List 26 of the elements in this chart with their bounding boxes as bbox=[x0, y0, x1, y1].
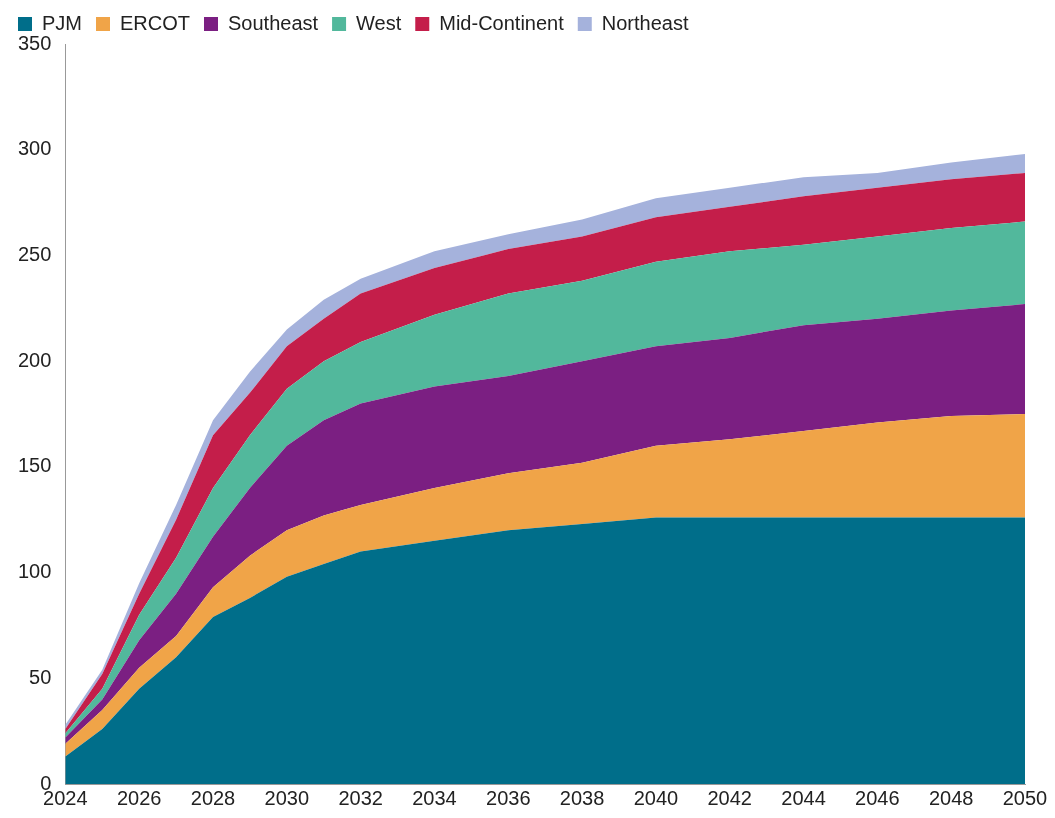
x-tick-label: 2042 bbox=[707, 786, 752, 809]
x-tick-label: 2030 bbox=[264, 786, 310, 809]
y-tick-label: 200 bbox=[17, 348, 52, 371]
y-tick-label: 350 bbox=[17, 31, 52, 54]
x-tick-label: 2026 bbox=[116, 786, 162, 809]
x-tick-label: 2036 bbox=[486, 786, 531, 809]
legend-label: Northeast bbox=[601, 11, 689, 34]
x-tick-label: 2048 bbox=[928, 786, 974, 809]
y-tick-label: 300 bbox=[17, 137, 52, 160]
legend-label: Southeast bbox=[228, 11, 319, 34]
legend-label: West bbox=[356, 11, 402, 34]
x-tick-label: 2044 bbox=[781, 786, 826, 809]
x-tick-label: 2028 bbox=[190, 786, 236, 809]
x-tick-label: 2050 bbox=[1002, 786, 1048, 809]
y-tick-label: 100 bbox=[17, 560, 52, 583]
legend-label: Mid-Continent bbox=[439, 11, 565, 34]
legend-label: ERCOT bbox=[120, 11, 190, 34]
x-tick-label: 2034 bbox=[412, 786, 457, 809]
y-tick-label: 250 bbox=[17, 242, 52, 265]
x-tick-label: 2038 bbox=[559, 786, 605, 809]
y-tick-label: 150 bbox=[17, 454, 52, 477]
x-tick-label: 2032 bbox=[338, 786, 383, 809]
x-tick-label: 2040 bbox=[633, 786, 679, 809]
legend-label: PJM bbox=[42, 11, 82, 34]
x-tick-label: 2046 bbox=[855, 786, 900, 809]
y-tick-label: 50 bbox=[29, 665, 52, 688]
